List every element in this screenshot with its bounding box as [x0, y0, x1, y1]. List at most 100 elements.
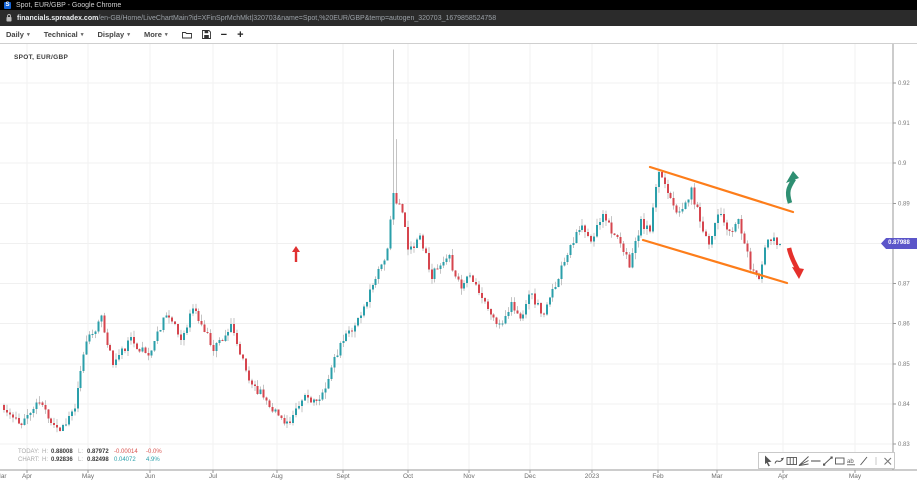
- candle: [20, 423, 23, 425]
- candle: [761, 264, 763, 279]
- candle: [534, 293, 536, 305]
- candle: [596, 225, 598, 237]
- buy-signal-arrow: [292, 246, 300, 262]
- line-tool-icon[interactable]: [858, 454, 870, 467]
- candle: [79, 371, 82, 388]
- text-tool-icon[interactable]: ab: [846, 454, 858, 467]
- candle: [156, 331, 159, 342]
- candle: [593, 236, 595, 242]
- trend-channel[interactable]: [641, 165, 795, 285]
- candle: [280, 415, 283, 418]
- rectangle-tool-icon[interactable]: [834, 454, 846, 467]
- candle: [720, 213, 722, 215]
- today-low: 0.87972: [87, 449, 109, 455]
- candle: [345, 333, 347, 341]
- chevron-down-icon: ▾: [127, 31, 130, 38]
- candle: [23, 418, 26, 425]
- x-axis-label: Mar: [0, 473, 7, 480]
- candle: [230, 323, 232, 333]
- close-tool-icon[interactable]: [882, 454, 894, 467]
- candle: [118, 355, 120, 360]
- candle: [271, 407, 274, 412]
- candle: [91, 333, 94, 335]
- menu-more[interactable]: More ▾: [143, 30, 168, 39]
- x-axis-labels: Mar Apr May Jun Jul Aug Sept Oct Nov Dec 2023 Feb Ma…: [0, 473, 862, 480]
- candle: [549, 297, 551, 305]
- candle: [451, 255, 454, 271]
- candle: [767, 239, 769, 248]
- candle: [68, 415, 70, 425]
- zoom-in-button[interactable]: +: [237, 28, 244, 41]
- zigzag-tool-icon[interactable]: [774, 454, 786, 467]
- candle: [386, 248, 389, 261]
- y-axis-label: 0.84: [898, 402, 910, 408]
- candle: [395, 193, 398, 204]
- menu-daily[interactable]: Daily ▾: [6, 30, 30, 39]
- candle: [3, 404, 5, 410]
- price-chart[interactable]: 0.920.910.90.890.880.870.860.850.840.83M…: [0, 44, 917, 484]
- candle: [315, 399, 318, 401]
- candle: [416, 239, 418, 248]
- horizontal-line-tool-icon[interactable]: [810, 454, 822, 467]
- zoom-out-button[interactable]: −: [220, 28, 228, 41]
- candle: [575, 232, 578, 243]
- candle: [448, 255, 451, 259]
- candle: [295, 408, 297, 415]
- candle: [318, 399, 321, 401]
- candle: [664, 177, 666, 184]
- candle: [655, 186, 657, 208]
- save-icon[interactable]: [201, 30, 211, 39]
- candle: [38, 402, 41, 404]
- candle: [35, 402, 38, 410]
- candle: [731, 231, 734, 233]
- y-axis-label: 0.87: [898, 282, 910, 288]
- candle: [262, 389, 265, 398]
- candle: [433, 268, 436, 280]
- candle: [693, 187, 696, 205]
- candle: [743, 233, 746, 244]
- candle: [687, 199, 690, 203]
- y-axis-label: 0.91: [898, 121, 910, 127]
- candle: [197, 311, 200, 321]
- drawing-toolbar: ab: [758, 452, 895, 469]
- menu-technical[interactable]: Technical ▾: [43, 30, 84, 39]
- candle: [616, 234, 619, 237]
- candle: [425, 248, 427, 253]
- candle: [708, 235, 710, 245]
- grid-tool-icon[interactable]: [786, 454, 798, 467]
- candle: [507, 311, 510, 317]
- chevron-down-icon: ▾: [26, 31, 30, 38]
- lock-icon[interactable]: [6, 14, 12, 22]
- candle: [634, 241, 637, 254]
- candle: [501, 323, 504, 325]
- x-axis-label: Apr: [778, 473, 789, 480]
- candle: [734, 224, 737, 232]
- candle: [174, 321, 176, 325]
- candle: [445, 258, 448, 262]
- candle: [522, 314, 524, 319]
- candle: [236, 333, 238, 344]
- down-arrow-annotation[interactable]: [786, 247, 804, 279]
- x-axis-label: Mar: [711, 473, 723, 480]
- x-axis-label: Dec: [524, 473, 536, 480]
- fan-tool-icon[interactable]: [798, 454, 810, 467]
- url-bar[interactable]: financials.spreadex.com/en-GB/Home/LiveC…: [0, 10, 917, 26]
- trendline-tool-icon[interactable]: [822, 454, 834, 467]
- candle: [47, 409, 50, 419]
- candle: [543, 313, 545, 315]
- candle: [779, 243, 781, 245]
- open-folder-icon[interactable]: [181, 31, 192, 39]
- menu-display[interactable]: Display ▾: [97, 30, 130, 39]
- candle: [372, 285, 374, 290]
- candle: [584, 225, 586, 233]
- y-axis-label: 0.85: [898, 362, 910, 368]
- y-axis-labels: 0.920.910.90.890.880.870.860.850.840.83: [898, 81, 910, 448]
- ohlc-status: TODAY: H: 0.88008 L: 0.87972 -0.00014 -0…: [18, 448, 166, 464]
- candle: [103, 315, 106, 333]
- instrument-label: SPOT, EUR/GBP: [14, 54, 69, 61]
- up-arrow-annotation[interactable]: [785, 171, 799, 204]
- candle: [560, 265, 563, 280]
- candle: [354, 325, 356, 332]
- pointer-tool-icon[interactable]: [762, 454, 774, 467]
- candle: [62, 424, 64, 432]
